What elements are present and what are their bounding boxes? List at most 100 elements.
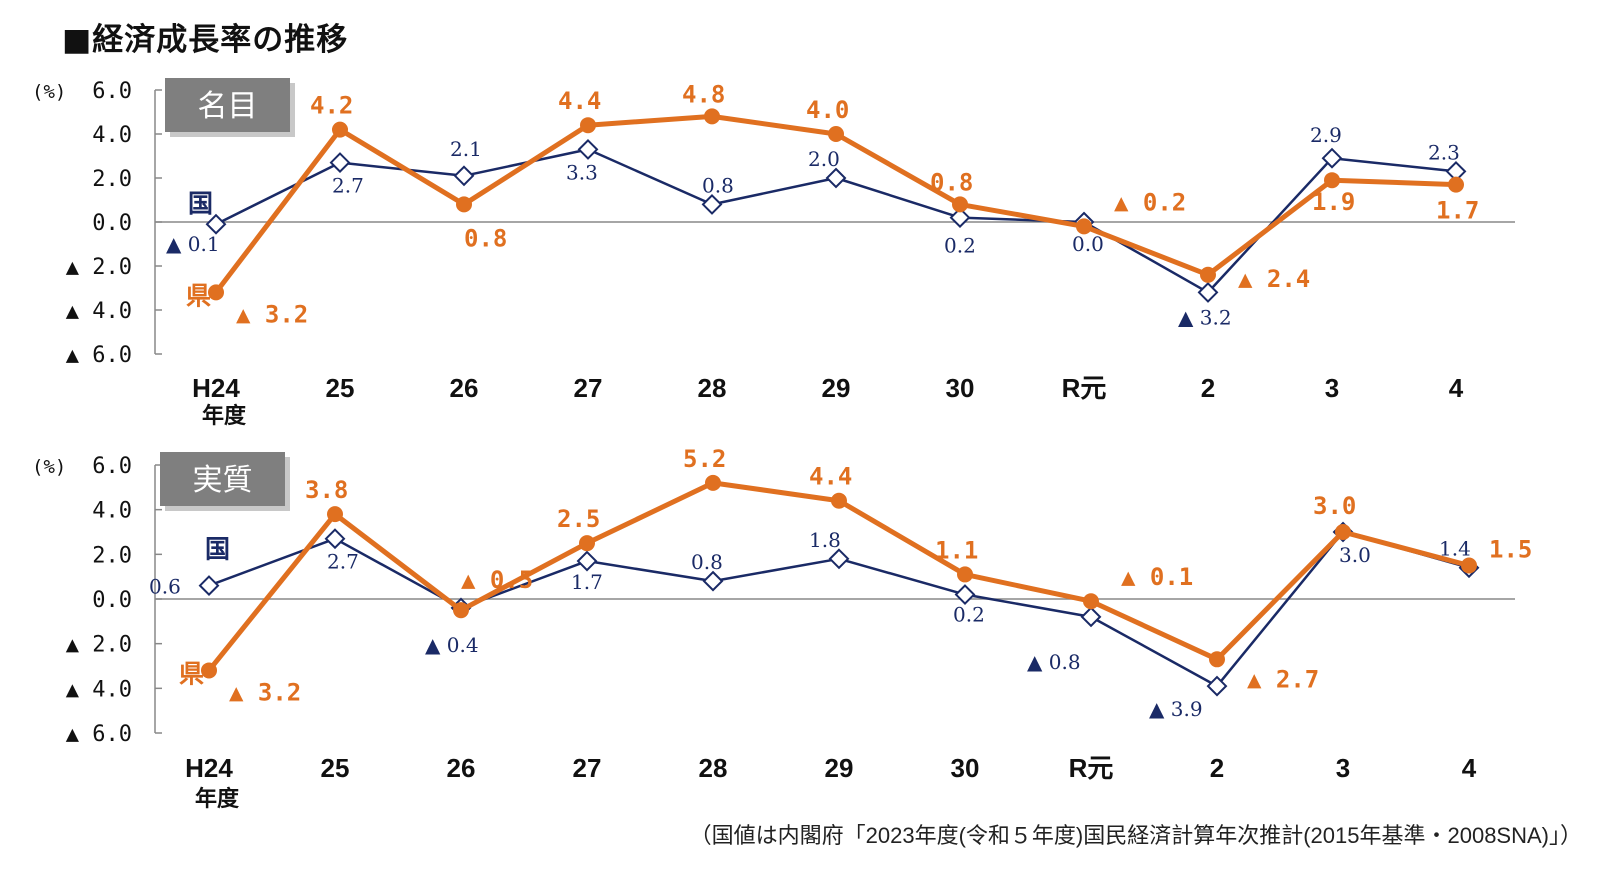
prefecture-point: [327, 506, 343, 523]
y-tick-label: ▲ 6.0: [66, 722, 132, 747]
national-data-label: 0.2: [953, 603, 985, 627]
national-data-label: 0.8: [691, 550, 723, 574]
x-tick-label: H24: [185, 753, 233, 783]
x-tick-label: 4: [1462, 753, 1477, 783]
national-data-label: ▲ 0.1: [166, 232, 220, 256]
prefecture-point: [1335, 524, 1351, 540]
national-data-label: 0.2: [944, 234, 976, 258]
prefecture-point: [1200, 266, 1216, 283]
prefecture-data-label: 1.5: [1489, 536, 1532, 564]
prefecture-data-label: 0.8: [464, 224, 507, 252]
prefecture-point: [1083, 593, 1099, 610]
prefecture-point: [332, 121, 348, 138]
national-data-label: ▲ 3.2: [1178, 305, 1232, 329]
x-tick-label: 29: [822, 373, 851, 403]
national-data-label: 2.7: [327, 550, 359, 574]
y-tick-label: 2.0: [92, 167, 132, 192]
prefecture-data-label: 1.1: [935, 536, 978, 564]
x-tick-label: 25: [321, 753, 350, 783]
prefecture-point: [1209, 651, 1225, 668]
prefecture-point: [1324, 172, 1340, 189]
prefecture-point: [828, 126, 844, 142]
y-tick-label: 4.0: [92, 499, 132, 524]
prefecture-point: [453, 602, 469, 619]
prefecture-point: [1448, 176, 1464, 193]
prefecture-data-label: 3.8: [305, 476, 348, 504]
prefecture-point: [580, 117, 596, 134]
panel-tag-box: [165, 78, 290, 132]
national-point: [324, 528, 346, 550]
prefecture-point: [705, 474, 721, 491]
x-tick-label: 26: [450, 373, 479, 403]
prefecture-data-label: ▲ 0.5: [461, 566, 533, 594]
y-tick-label: ▲ 2.0: [66, 255, 132, 280]
national-data-label: 0.0: [1072, 232, 1104, 256]
prefecture-point: [704, 108, 720, 125]
national-data-label: 3.0: [1339, 543, 1371, 567]
x-tick-label: 26: [447, 753, 476, 783]
prefecture-data-label: ▲ 3.2: [229, 678, 301, 706]
national-data-label: 2.1: [450, 137, 482, 161]
prefecture-data-label: ▲ 0.2: [1114, 188, 1186, 216]
national-point: [1080, 606, 1102, 628]
national-data-label: ▲ 0.8: [1027, 650, 1081, 674]
y-axis-unit: (%): [32, 456, 66, 478]
y-tick-label: 4.0: [92, 123, 132, 148]
national-point: [1206, 675, 1228, 697]
prefecture-data-label: 0.8: [930, 168, 973, 196]
y-tick-label: ▲ 2.0: [66, 633, 132, 658]
x-tick-label: 3: [1325, 373, 1339, 403]
national-point: [198, 575, 220, 597]
x-tick-label: 27: [573, 753, 602, 783]
panel-tag-box: [160, 452, 285, 506]
y-axis-unit: (%): [32, 81, 66, 103]
national-point: [825, 167, 847, 189]
national-point: [702, 570, 724, 592]
national-data-label: ▲ 3.9: [1149, 697, 1203, 721]
national-point: [701, 193, 723, 215]
x-tick-label: 2: [1210, 753, 1224, 783]
prefecture-data-label: ▲ 3.2: [236, 300, 308, 328]
national-point: [576, 550, 598, 572]
national-data-label: ▲ 0.4: [425, 633, 479, 657]
prefecture-data-label: ▲ 2.7: [1247, 665, 1319, 693]
national-point: [329, 152, 351, 174]
y-tick-label: ▲ 4.0: [66, 299, 132, 324]
prefecture-data-label: 2.5: [557, 505, 600, 533]
national-series-label: 国: [188, 189, 213, 218]
y-tick-label: 6.0: [92, 454, 132, 479]
x-tick-label: 2: [1201, 373, 1215, 403]
y-tick-label: 0.0: [92, 588, 132, 613]
prefecture-data-label: 1.9: [1312, 188, 1355, 216]
prefecture-point: [1461, 557, 1477, 574]
prefecture-point: [1076, 218, 1092, 235]
national-data-label: 2.3: [1428, 140, 1460, 164]
national-point: [205, 213, 227, 235]
prefecture-data-label: 4.4: [809, 463, 852, 491]
prefecture-data-label: 4.2: [310, 92, 353, 120]
x-tick-label: 28: [699, 753, 728, 783]
x-tick-label: H24: [192, 373, 240, 403]
national-data-label: 2.7: [332, 174, 364, 198]
national-point: [828, 548, 850, 570]
y-tick-label: ▲ 6.0: [66, 343, 132, 368]
prefecture-point: [579, 535, 595, 552]
x-axis-sub-label: 年度: [195, 786, 240, 812]
x-axis-sub-label: 年度: [202, 403, 247, 429]
national-data-label: 0.8: [702, 173, 734, 197]
x-tick-label: 29: [825, 753, 854, 783]
national-data-label: 0.6: [149, 575, 181, 599]
y-tick-label: 0.0: [92, 211, 132, 236]
prefecture-data-label: ▲ 2.4: [1238, 265, 1310, 293]
national-series-label: 国: [205, 535, 230, 564]
prefecture-data-label: 4.8: [682, 80, 725, 108]
prefecture-data-label: 1.7: [1436, 197, 1479, 225]
national-data-label: 2.9: [1310, 123, 1342, 147]
x-tick-label: 4: [1449, 373, 1464, 403]
prefecture-data-label: ▲ 0.1: [1121, 563, 1193, 591]
x-tick-label: 25: [326, 373, 355, 403]
prefecture-point: [831, 492, 847, 509]
x-tick-label: 30: [951, 753, 980, 783]
x-tick-label: 27: [574, 373, 603, 403]
